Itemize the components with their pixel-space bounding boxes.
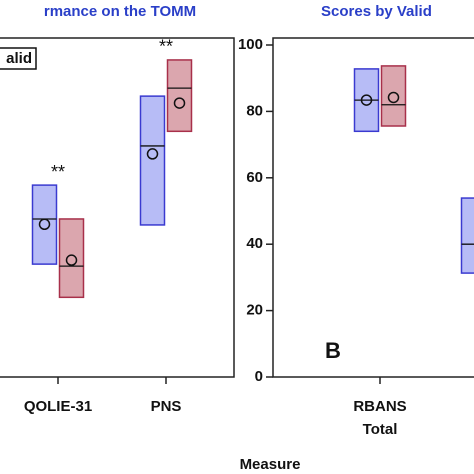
y-tick-label: 80 <box>246 102 263 119</box>
x-axis-label: Measure <box>240 456 301 473</box>
plot-frame <box>272 37 474 378</box>
annotation: ** <box>51 162 65 182</box>
mean-marker <box>173 97 186 109</box>
iqr-box <box>460 197 474 274</box>
y-tick-label: 20 <box>246 302 263 319</box>
mean-marker <box>65 254 78 266</box>
chart-title: rmance on the TOMM <box>44 3 196 20</box>
iqr-box <box>380 65 407 127</box>
annotation: ** <box>159 37 173 57</box>
y-tick-label: 40 <box>246 235 263 252</box>
plot-frame <box>0 37 235 378</box>
mean-marker <box>146 148 159 160</box>
x-tick-label: PNS <box>151 398 182 415</box>
iqr-box <box>166 59 193 133</box>
mean-marker <box>387 91 400 104</box>
y-tick-label: 60 <box>246 169 263 186</box>
mean-marker <box>360 94 373 106</box>
iqr-box <box>139 95 166 226</box>
legend-label: alid <box>6 50 32 67</box>
panel-label: B <box>325 338 341 363</box>
legend-box <box>0 47 37 70</box>
iqr-box <box>58 218 85 299</box>
mean-marker <box>38 218 51 231</box>
y-tick-label: 0 <box>255 368 263 385</box>
y-tick-label: 100 <box>238 36 263 53</box>
iqr-box <box>31 184 58 265</box>
x-tick-label: QOLIE-31 <box>24 398 92 415</box>
chart-title: Scores by Valid <box>321 3 432 20</box>
x-tick-label: RBANS Total <box>353 398 406 438</box>
